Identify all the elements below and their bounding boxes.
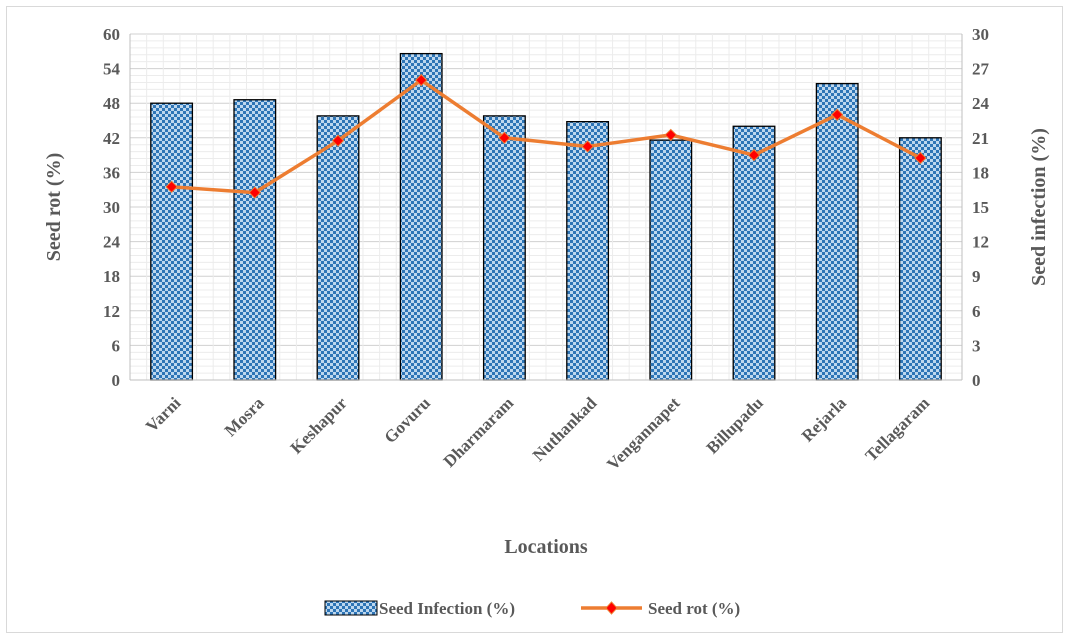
y-left-tick-label: 6 <box>112 336 121 355</box>
bar-series <box>150 52 942 381</box>
y-left-tick-label: 24 <box>103 233 121 252</box>
legend-label-seed-infection: Seed Infection (%) <box>379 599 515 618</box>
y-right-tick-label: 12 <box>972 233 989 252</box>
y-right-tick-label: 30 <box>972 25 989 44</box>
y-right-tick-label: 9 <box>972 267 981 286</box>
bar-seed-infection <box>399 52 443 381</box>
x-tick-label: Nuthankad <box>529 393 601 465</box>
bar-seed-infection <box>316 115 360 381</box>
x-axis-title: Locations <box>504 536 588 558</box>
y-axis-right-title: Seed infection (%) <box>1028 128 1050 286</box>
x-tick-label: Tellagaram <box>861 393 933 465</box>
marker-seed-rot <box>248 186 262 199</box>
legend: Seed Infection (%) Seed rot (%) <box>324 599 740 618</box>
legend-marker-seed-rot <box>605 601 618 615</box>
marker-seed-rot <box>165 180 178 194</box>
y-left-tick-label: 30 <box>103 198 120 217</box>
y-right-tick-label: 21 <box>972 129 989 148</box>
y-axis-left-title: Seed rot (%) <box>43 153 65 262</box>
marker-seed-rot <box>581 140 594 153</box>
bar-seed-infection <box>649 139 693 381</box>
y-right-tick-label: 0 <box>972 371 981 390</box>
marker-seed-rot <box>331 134 345 147</box>
marker-seed-rot <box>498 131 511 145</box>
y-left-tick-label: 0 <box>112 371 121 390</box>
y-left-tick-label: 60 <box>103 25 120 44</box>
x-tick-label: Varni <box>142 393 185 436</box>
x-tick-label: Mosra <box>221 393 268 440</box>
y-left-tick-label: 12 <box>103 302 120 321</box>
line-seed-rot <box>171 78 922 195</box>
x-tick-label: Govuru <box>381 393 435 447</box>
bar-seed-infection <box>150 102 194 381</box>
marker-seed-rot <box>414 73 428 87</box>
marker-seed-rot <box>914 151 927 165</box>
y-left-tick-label: 54 <box>103 60 121 79</box>
x-tick-label: Dharmaram <box>440 393 518 471</box>
y-left-tick-label: 18 <box>103 267 120 286</box>
line-series <box>165 73 927 199</box>
y-right-tick-label: 18 <box>972 163 989 182</box>
y-right-tick-label: 6 <box>972 302 981 321</box>
bar-seed-infection <box>566 121 610 381</box>
x-tick-label: Vengannapet <box>603 393 684 474</box>
y-right-tick-label: 15 <box>972 198 989 217</box>
bar-seed-infection <box>732 125 776 381</box>
legend-label-seed-rot: Seed rot (%) <box>648 599 740 618</box>
legend-swatch-seed-infection <box>324 600 378 616</box>
marker-seed-rot <box>830 108 844 121</box>
y-left-tick-label: 42 <box>103 129 120 148</box>
x-tick-label: Keshapur <box>287 393 352 458</box>
y-right-tick-label: 27 <box>972 60 990 79</box>
y-left-tick-label: 48 <box>103 94 120 113</box>
bar-seed-infection <box>233 99 277 381</box>
x-tick-label: Rejarla <box>798 393 851 446</box>
marker-seed-rot <box>664 128 678 142</box>
y-right-tick-label: 24 <box>972 94 990 113</box>
bar-seed-infection <box>815 82 859 381</box>
bar-seed-infection <box>482 115 526 381</box>
axes <box>129 34 963 381</box>
x-tick-label: Billupadu <box>703 393 767 457</box>
bar-seed-infection <box>898 137 942 381</box>
y-right-tick-label: 3 <box>972 336 981 355</box>
y-left-tick-label: 36 <box>103 163 120 182</box>
marker-seed-rot <box>747 148 761 162</box>
